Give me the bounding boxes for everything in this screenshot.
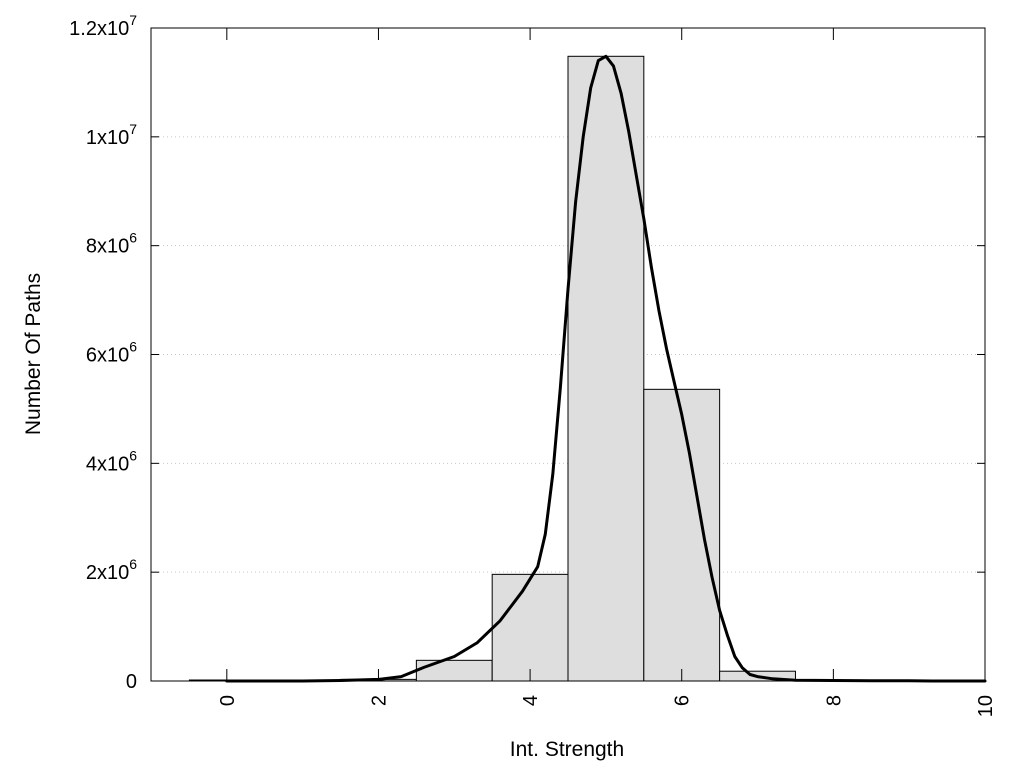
- y-tick-label-5: 1x107: [86, 121, 137, 149]
- y-tick-label-1: 2x106: [86, 556, 137, 584]
- y-tick-labels: 0 2x106 4x106 6x106 8x106 1x107 1.2x107: [69, 12, 137, 693]
- x-tick-labels: 0 2 4 6 8 10: [217, 695, 997, 717]
- x-tick-label-1: 2: [368, 695, 390, 706]
- x-tick-label-5: 10: [975, 695, 997, 717]
- y-tick-label-6: 1.2x107: [69, 12, 137, 40]
- y-axis-title: Number Of Paths: [22, 273, 45, 435]
- density-curve: [225, 54, 987, 683]
- x-tick-label-4: 8: [823, 695, 845, 706]
- y-tick-label-2: 4x106: [86, 447, 137, 475]
- y-tick-label-3: 6x106: [86, 339, 137, 367]
- x-tick-label-3: 6: [672, 695, 694, 706]
- y-tick-label-0: 0: [126, 671, 137, 693]
- histogram-bar-6: [643, 388, 721, 682]
- histogram-bar-3: [415, 659, 493, 682]
- x-tick-label-0: 0: [217, 695, 239, 706]
- axis-ticks: [151, 27, 986, 682]
- x-axis-title: Int. Strength: [510, 738, 624, 761]
- y-tick-label-4: 8x106: [86, 230, 137, 258]
- density-curve-group: [225, 54, 987, 683]
- histogram-bar-4: [491, 573, 569, 682]
- x-tick-label-2: 4: [520, 695, 542, 706]
